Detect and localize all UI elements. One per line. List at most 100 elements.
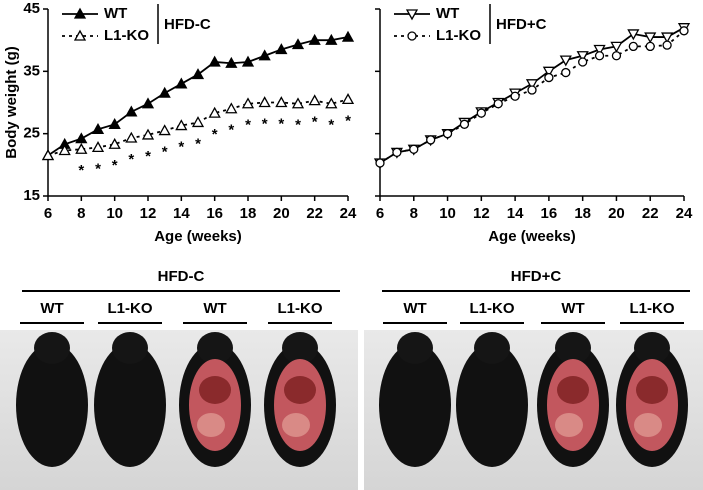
marker bbox=[175, 77, 188, 89]
marker bbox=[108, 117, 121, 129]
marker bbox=[627, 29, 640, 41]
marker bbox=[611, 51, 622, 61]
marker bbox=[125, 131, 138, 143]
x-axis-label: Age (weeks) bbox=[488, 228, 576, 245]
y-tick-label: 45 bbox=[23, 0, 40, 17]
marker bbox=[527, 85, 537, 95]
x-tick-label: 8 bbox=[77, 205, 85, 222]
marker bbox=[510, 91, 520, 101]
mouse-organ bbox=[555, 413, 583, 437]
x-tick-label: 6 bbox=[44, 205, 52, 222]
panel-title: HFD+C bbox=[511, 268, 562, 285]
marker bbox=[141, 128, 155, 140]
mouse-organ bbox=[557, 376, 589, 404]
marker bbox=[578, 57, 588, 67]
mouse-dissection bbox=[626, 359, 678, 451]
marker bbox=[91, 122, 105, 134]
marker bbox=[645, 41, 655, 52]
marker bbox=[58, 144, 71, 156]
marker bbox=[593, 44, 606, 56]
x-tick-label: 10 bbox=[439, 205, 456, 222]
significance-mark: * bbox=[262, 115, 268, 132]
marker bbox=[544, 72, 554, 83]
mouse-dissection bbox=[189, 359, 241, 451]
marker bbox=[191, 68, 205, 80]
significance-mark: * bbox=[212, 126, 218, 143]
significance-mark: * bbox=[345, 112, 351, 129]
marker bbox=[392, 147, 402, 158]
marker bbox=[325, 33, 338, 45]
marker bbox=[241, 55, 255, 67]
x-tick-label: 14 bbox=[173, 205, 190, 222]
group-label: L1-KO bbox=[278, 300, 323, 317]
marker bbox=[208, 106, 221, 118]
marker bbox=[175, 119, 188, 131]
marker bbox=[375, 158, 385, 168]
significance-mark: * bbox=[228, 122, 234, 139]
marker bbox=[108, 137, 121, 149]
mouse-organ bbox=[634, 413, 662, 437]
x-tick-label: 16 bbox=[541, 205, 558, 222]
marker bbox=[442, 129, 453, 139]
x-tick-label: 18 bbox=[574, 205, 591, 222]
data-line bbox=[379, 30, 685, 164]
mouse-head bbox=[112, 332, 148, 364]
marker bbox=[208, 55, 221, 67]
group-label: WT bbox=[40, 300, 63, 317]
panel-title: HFD-C bbox=[158, 268, 205, 285]
legend-label: L1-KO bbox=[436, 27, 481, 44]
marker bbox=[459, 119, 470, 129]
marker bbox=[341, 93, 355, 105]
marker bbox=[561, 67, 571, 78]
group-label: L1-KO bbox=[470, 300, 515, 317]
x-tick-label: 20 bbox=[273, 205, 290, 222]
marker bbox=[476, 108, 486, 118]
significance-mark: * bbox=[95, 160, 101, 177]
marker bbox=[191, 116, 205, 128]
marker bbox=[661, 32, 674, 44]
mouse-organ bbox=[282, 413, 310, 437]
x-tick-label: 14 bbox=[507, 205, 524, 222]
y-tick-label: 15 bbox=[23, 187, 40, 204]
marker bbox=[75, 132, 88, 144]
significance-mark: * bbox=[278, 115, 284, 132]
condition-label: HFD-C bbox=[164, 16, 211, 33]
marker bbox=[679, 26, 689, 36]
marker bbox=[610, 41, 623, 53]
mouse-head bbox=[397, 332, 433, 364]
mouse-head bbox=[197, 332, 233, 364]
marker bbox=[258, 96, 271, 108]
marker bbox=[275, 43, 288, 55]
significance-mark: * bbox=[295, 117, 301, 134]
x-tick-label: 24 bbox=[340, 205, 357, 222]
legend-label: WT bbox=[104, 5, 127, 22]
x-tick-label: 8 bbox=[410, 205, 418, 222]
marker bbox=[525, 79, 539, 91]
mouse-organ bbox=[284, 376, 316, 404]
x-tick-label: 22 bbox=[642, 205, 659, 222]
y-tick-label: 25 bbox=[23, 125, 40, 142]
significance-mark: * bbox=[178, 139, 184, 156]
legend-label: L1-KO bbox=[104, 27, 149, 44]
marker bbox=[141, 97, 155, 109]
marker bbox=[559, 55, 572, 67]
group-label: WT bbox=[403, 300, 426, 317]
mouse-organ bbox=[197, 413, 225, 437]
significance-mark: * bbox=[112, 157, 118, 174]
group-label: L1-KO bbox=[108, 300, 153, 317]
y-tick-label: 35 bbox=[23, 62, 40, 79]
marker bbox=[158, 124, 171, 136]
marker bbox=[542, 66, 555, 78]
marker bbox=[158, 86, 171, 98]
marker bbox=[644, 32, 657, 44]
x-tick-label: 22 bbox=[306, 205, 323, 222]
x-tick-label: 20 bbox=[608, 205, 625, 222]
mouse-head bbox=[474, 332, 510, 364]
x-tick-label: 6 bbox=[376, 205, 384, 222]
x-tick-label: 12 bbox=[140, 205, 157, 222]
marker bbox=[225, 102, 238, 114]
marker bbox=[75, 142, 88, 154]
marker bbox=[308, 94, 321, 106]
significance-mark: * bbox=[195, 135, 201, 152]
mouse-organ bbox=[199, 376, 231, 404]
